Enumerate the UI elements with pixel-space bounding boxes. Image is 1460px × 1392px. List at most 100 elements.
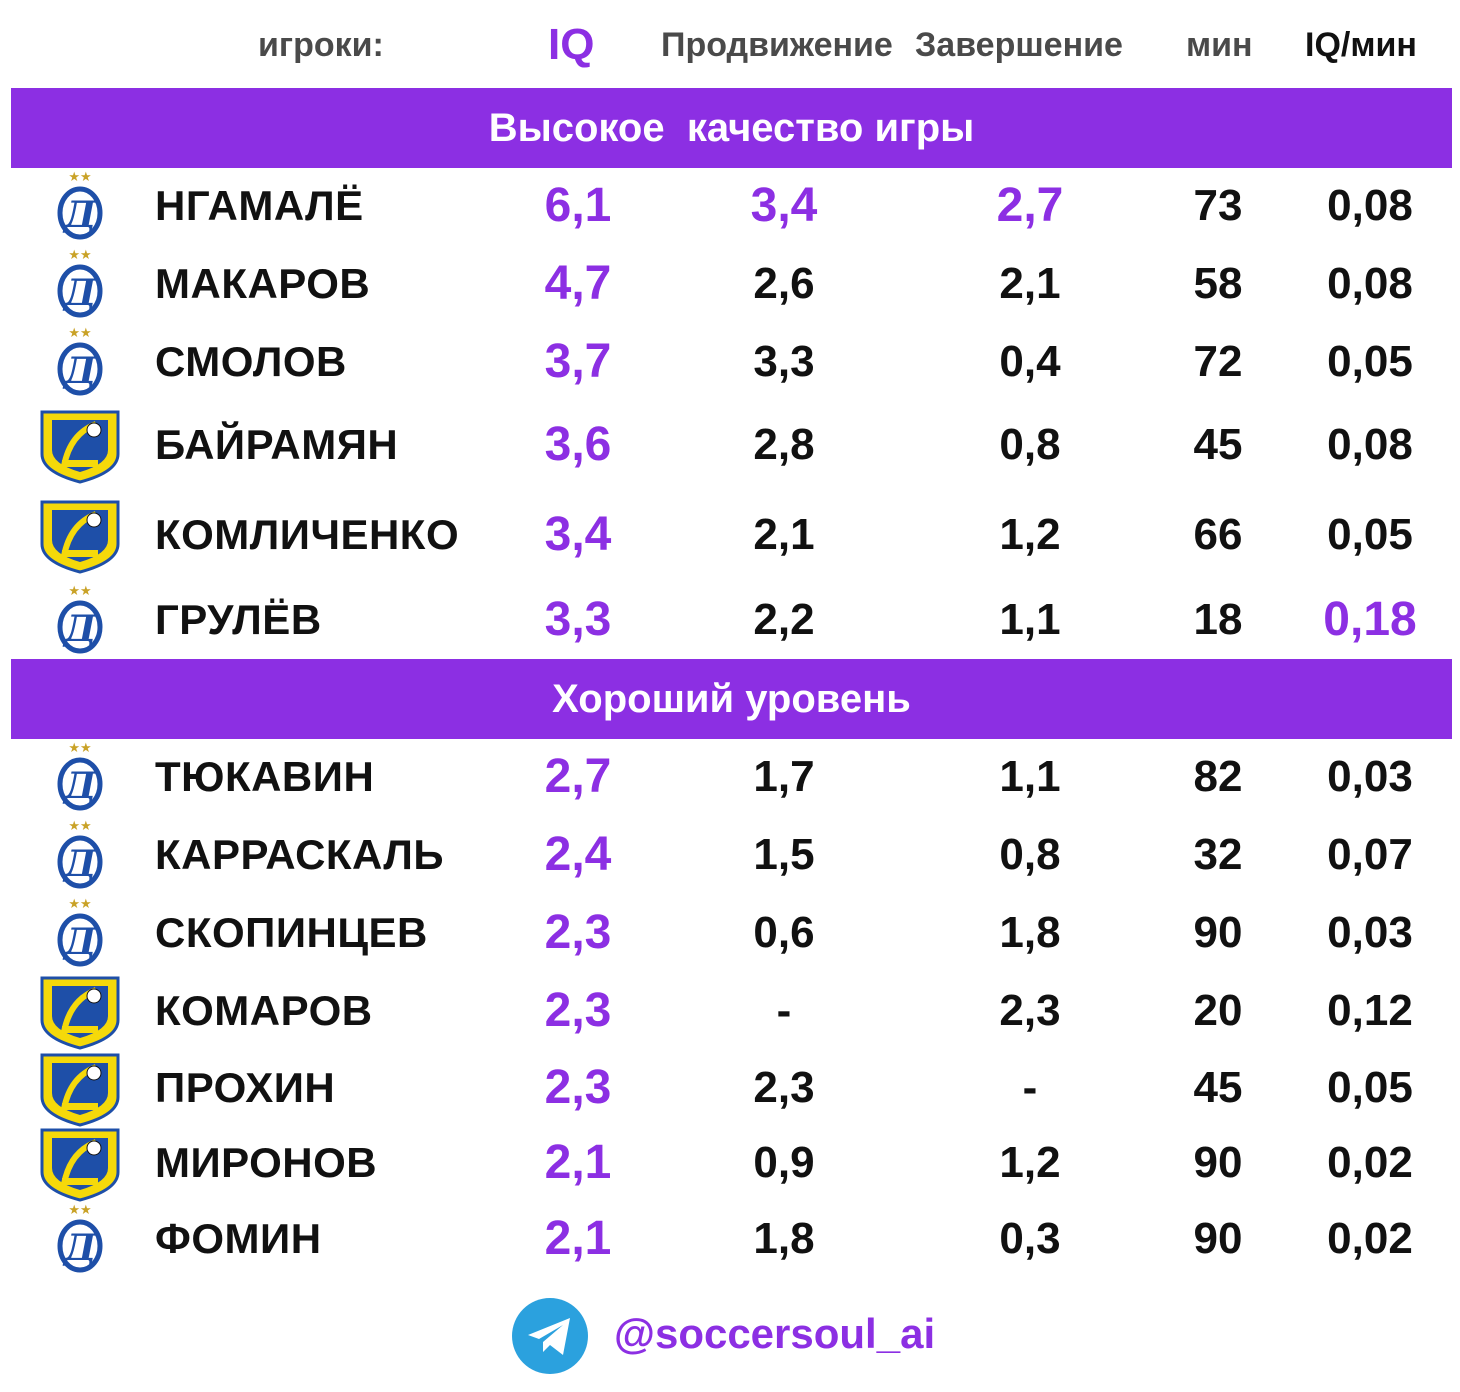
progress-value: 0,6 [753, 908, 815, 957]
progress-value: 2,1 [753, 510, 815, 559]
rostov-logo-icon [30, 496, 130, 574]
progress-value: 3,3 [753, 337, 815, 386]
svg-text:Д: Д [62, 843, 97, 885]
minutes-value: 90 [1193, 908, 1243, 957]
header-iq-per-min: IQ/мин [1305, 26, 1417, 64]
svg-text:★★: ★★ [68, 897, 91, 912]
svg-text:★★: ★★ [68, 741, 91, 756]
player-name: КОМЛИЧЕНКО [155, 511, 460, 558]
header-finish: Завершение [915, 26, 1123, 64]
player-name: СМОЛОВ [155, 338, 347, 385]
iq-per-min-value: 0,03 [1327, 908, 1413, 957]
finish-value: 0,8 [999, 830, 1061, 879]
svg-text:Д: Д [62, 350, 97, 392]
svg-text:★★: ★★ [68, 584, 91, 599]
iq-value: 4,7 [544, 257, 612, 310]
player-name: ПРОХИН [155, 1064, 336, 1111]
rostov-logo-icon [30, 1124, 130, 1202]
progress-value: 1,5 [753, 830, 815, 879]
dynamo-logo-icon: ★★ Д [30, 894, 130, 972]
iq-value: 3,3 [544, 593, 612, 646]
table-row: ПРОХИН 2,3 2,3 - 45 0,05 [0, 1049, 1460, 1127]
table-row: МИРОНОВ 2,1 0,9 1,2 90 0,02 [0, 1124, 1460, 1202]
table-row: ★★ Д СКОПИНЦЕВ 2,3 0,6 1,8 90 0,03 [0, 894, 1460, 972]
svg-text:Д: Д [62, 1227, 97, 1269]
finish-value: 1,1 [999, 752, 1061, 801]
svg-text:Д: Д [62, 608, 97, 650]
table-row: ★★ Д ТЮКАВИН 2,7 1,7 1,1 82 0,03 [0, 738, 1460, 816]
player-name: СКОПИНЦЕВ [155, 909, 428, 956]
player-name: БАЙРАМЯН [155, 421, 399, 468]
dynamo-logo-icon: ★★ Д [30, 245, 130, 323]
table-row: КОМАРОВ 2,3 - 2,3 20 0,12 [0, 972, 1460, 1050]
minutes-value: 58 [1193, 259, 1243, 308]
player-name: ГРУЛЁВ [155, 596, 322, 643]
table-row: БАЙРАМЯН 3,6 2,8 0,8 45 0,08 [0, 406, 1460, 484]
finish-value: 1,2 [999, 510, 1061, 559]
minutes-value: 72 [1193, 337, 1243, 386]
iq-value: 2,3 [544, 1061, 612, 1114]
progress-value: - [776, 986, 792, 1035]
table-row: ★★ Д ФОМИН 2,1 1,8 0,3 90 0,02 [0, 1200, 1460, 1278]
dynamo-logo-icon: ★★ Д [30, 167, 130, 245]
finish-value: 0,8 [999, 420, 1061, 469]
rostov-logo-icon [30, 972, 130, 1050]
table-row: ★★ Д МАКАРОВ 4,7 2,6 2,1 58 0,08 [0, 245, 1460, 323]
svg-text:★★: ★★ [68, 1203, 91, 1218]
minutes-value: 45 [1193, 420, 1243, 469]
table-row: ★★ Д НГАМАЛЁ 6,1 3,4 2,7 73 0,08 [0, 167, 1460, 245]
dynamo-logo-icon: ★★ Д [30, 816, 130, 894]
progress-value: 0,9 [753, 1138, 815, 1187]
minutes-value: 90 [1193, 1214, 1243, 1263]
iq-per-min-value: 0,12 [1327, 986, 1413, 1035]
finish-value: 0,3 [999, 1214, 1061, 1263]
svg-text:★★: ★★ [68, 170, 91, 185]
footer-handle: @soccersoul_ai [614, 1310, 936, 1357]
iq-value: 2,1 [544, 1212, 612, 1265]
finish-value: 1,2 [999, 1138, 1061, 1187]
svg-text:★★: ★★ [68, 248, 91, 263]
minutes-value: 82 [1193, 752, 1243, 801]
finish-value: 0,4 [999, 337, 1061, 386]
iq-per-min-value: 0,08 [1327, 181, 1413, 230]
progress-value: 2,2 [753, 595, 815, 644]
svg-text:Д: Д [62, 921, 97, 963]
player-name: КОМАРОВ [155, 987, 373, 1034]
iq-value: 3,6 [544, 418, 612, 471]
table-row: ★★ Д КАРРАСКАЛЬ 2,4 1,5 0,8 32 0,07 [0, 816, 1460, 894]
iq-per-min-value: 0,05 [1327, 1063, 1413, 1112]
rostov-logo-icon [30, 1049, 130, 1127]
player-name: ФОМИН [155, 1215, 322, 1262]
iq-per-min-value: 0,05 [1327, 510, 1413, 559]
table-row: ★★ Д СМОЛОВ 3,7 3,3 0,4 72 0,05 [0, 323, 1460, 401]
iq-per-min-value: 0,18 [1323, 593, 1417, 646]
progress-value: 2,8 [753, 420, 815, 469]
minutes-value: 32 [1193, 830, 1243, 879]
iq-value: 2,3 [544, 984, 612, 1037]
minutes-value: 66 [1193, 510, 1243, 559]
dynamo-logo-icon: ★★ Д [30, 323, 130, 401]
rostov-logo-icon [30, 406, 130, 484]
iq-value: 3,7 [544, 335, 612, 388]
header-iq: IQ [548, 20, 595, 69]
minutes-value: 73 [1193, 181, 1243, 230]
dynamo-logo-icon: ★★ Д [30, 738, 130, 816]
svg-text:Д: Д [62, 765, 97, 807]
progress-value: 1,8 [753, 1214, 815, 1263]
progress-value: 2,6 [753, 259, 815, 308]
iq-per-min-value: 0,03 [1327, 752, 1413, 801]
iq-per-min-value: 0,07 [1327, 830, 1413, 879]
section-band-good: Хороший уровень [11, 659, 1452, 739]
player-name: МАКАРОВ [155, 260, 371, 307]
iq-per-min-value: 0,02 [1327, 1138, 1413, 1187]
svg-text:Д: Д [62, 272, 97, 314]
finish-value: 1,8 [999, 908, 1061, 957]
minutes-value: 20 [1193, 986, 1243, 1035]
iq-value: 2,1 [544, 1136, 612, 1189]
finish-value: 1,1 [999, 595, 1061, 644]
header-min: мин [1186, 26, 1253, 64]
finish-value: 2,3 [999, 986, 1061, 1035]
iq-value: 2,3 [544, 906, 612, 959]
progress-value: 3,4 [750, 179, 818, 232]
iq-per-min-value: 0,02 [1327, 1214, 1413, 1263]
